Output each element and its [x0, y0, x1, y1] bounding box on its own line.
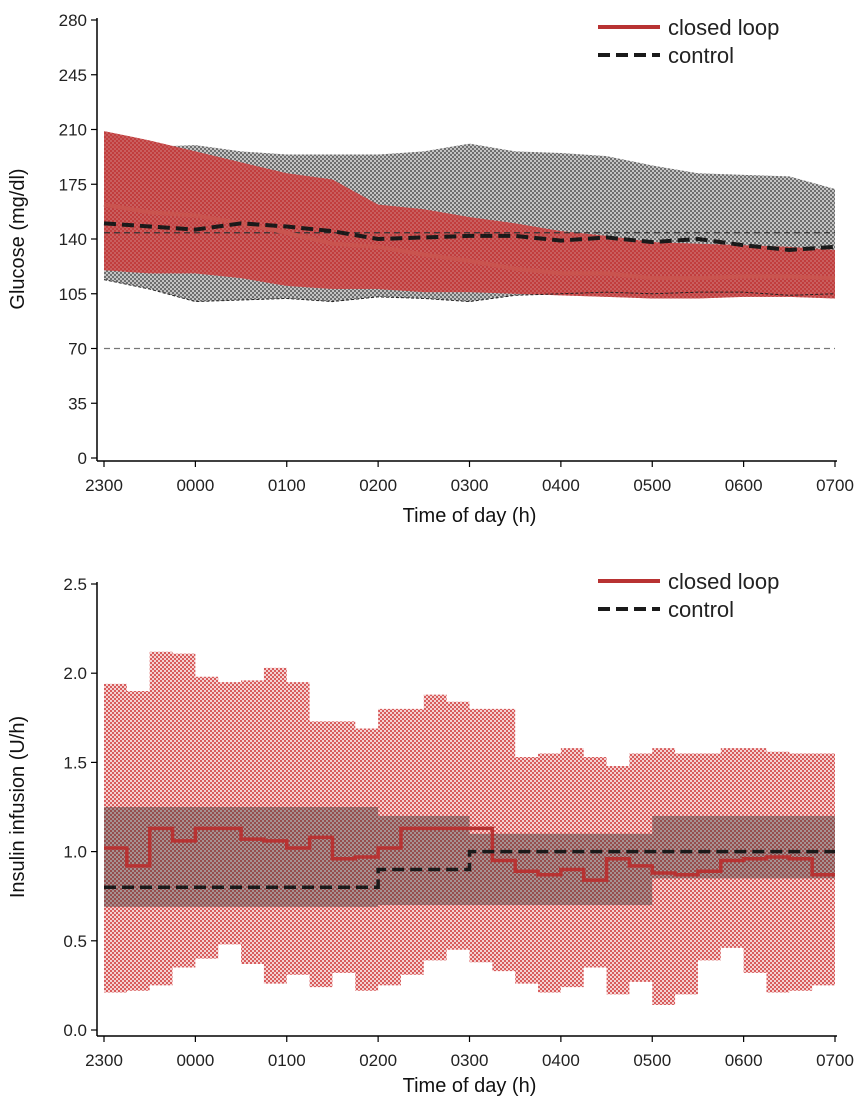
- x-tick-label: 2300: [85, 476, 123, 495]
- x-axis-label: Time of day (h): [403, 1075, 537, 1097]
- x-tick-label: 0700: [816, 1051, 854, 1070]
- x-tick-label: 0000: [176, 1051, 214, 1070]
- x-tick-label: 0400: [542, 476, 580, 495]
- y-tick-label: 2.5: [63, 575, 87, 594]
- x-tick-label: 0500: [633, 1051, 671, 1070]
- x-tick-label: 0500: [633, 476, 671, 495]
- x-tick-label: 0300: [451, 476, 489, 495]
- closed-loop-band: [104, 131, 835, 299]
- legend: closed loop control: [598, 15, 779, 68]
- control-band: [378, 815, 470, 906]
- insulin-panel: 0.0 0.5 1.0 1.5 2.0 2.5 2300 0000 0100 0200 0300 04…: [7, 569, 854, 1097]
- y-tick-label: 0.5: [63, 932, 87, 951]
- legend-label-closed-loop: closed loop: [668, 569, 779, 594]
- x-tick-label: 0400: [542, 1051, 580, 1070]
- closed-loop-line: [104, 826, 835, 882]
- x-tick-label: 0100: [268, 476, 306, 495]
- legend-label-control: control: [668, 43, 734, 68]
- legend: closed loop control: [598, 569, 779, 622]
- y-tick-label: 210: [59, 121, 87, 140]
- y-tick-label: 0: [78, 449, 87, 468]
- closed-loop-line: [103, 202, 836, 281]
- y-tick-label: 105: [59, 285, 87, 304]
- x-tick-label: 0600: [725, 1051, 763, 1070]
- y-tick-label: 245: [59, 66, 87, 85]
- y-tick-label: 140: [59, 230, 87, 249]
- y-tick-label: 280: [59, 11, 87, 30]
- y-tick-label: 35: [68, 394, 87, 413]
- control-lower-edge: [103, 279, 836, 303]
- y-tick-label: 175: [59, 175, 87, 194]
- y-tick-label: 70: [68, 340, 87, 359]
- x-tick-label: 0700: [816, 476, 854, 495]
- control-line: [104, 849, 835, 890]
- y-tick-label: 2.0: [63, 664, 87, 683]
- x-tick-label: 0200: [359, 476, 397, 495]
- legend-label-closed-loop: closed loop: [668, 15, 779, 40]
- y-tick-label: 0.0: [63, 1021, 87, 1040]
- y-axis-label: Insulin infusion (U/h): [7, 716, 29, 898]
- control-band: [104, 807, 379, 907]
- control-line: [103, 221, 836, 252]
- y-tick-label: 1.5: [63, 753, 87, 772]
- legend-label-control: control: [668, 597, 734, 622]
- x-tick-label: 0300: [451, 1051, 489, 1070]
- x-axis-label: Time of day (h): [403, 505, 537, 527]
- y-tick-label: 1.0: [63, 843, 87, 862]
- control-band: [652, 815, 835, 879]
- glucose-panel: 0 35 70 105 140 175 210 245 280 2300 0000 0100 0200 0…: [7, 11, 854, 527]
- x-tick-label: 0000: [176, 476, 214, 495]
- x-tick-label: 0200: [359, 1051, 397, 1070]
- x-tick-label: 0100: [268, 1051, 306, 1070]
- x-tick-label: 0600: [725, 476, 763, 495]
- y-axis-label: Glucose (mg/dl): [7, 168, 29, 309]
- x-tick-label: 2300: [85, 1051, 123, 1070]
